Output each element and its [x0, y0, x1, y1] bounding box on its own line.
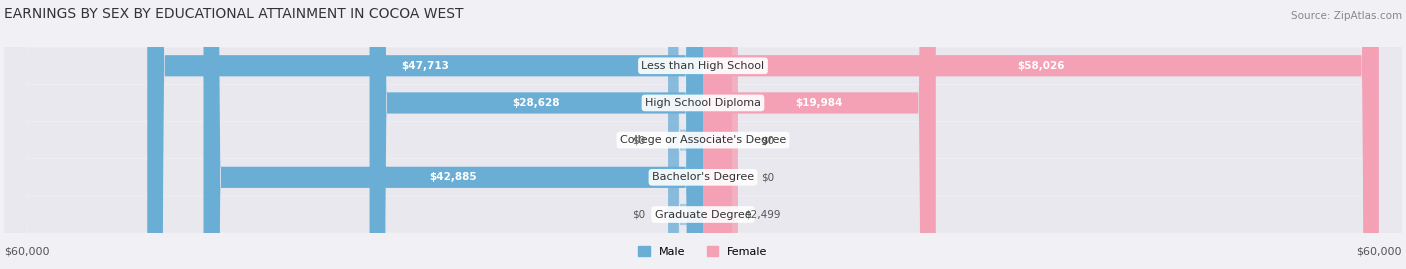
- Text: Less than High School: Less than High School: [641, 61, 765, 71]
- Text: $0: $0: [761, 172, 775, 182]
- FancyBboxPatch shape: [668, 0, 703, 269]
- FancyBboxPatch shape: [4, 0, 1402, 269]
- Legend: Male, Female: Male, Female: [634, 241, 772, 261]
- FancyBboxPatch shape: [4, 0, 1402, 269]
- FancyBboxPatch shape: [4, 0, 1402, 269]
- FancyBboxPatch shape: [370, 0, 703, 269]
- Text: Bachelor's Degree: Bachelor's Degree: [652, 172, 754, 182]
- FancyBboxPatch shape: [4, 0, 1402, 269]
- Text: $0: $0: [761, 135, 775, 145]
- Text: $60,000: $60,000: [4, 246, 49, 256]
- Text: $47,713: $47,713: [401, 61, 449, 71]
- FancyBboxPatch shape: [4, 0, 1402, 269]
- Text: EARNINGS BY SEX BY EDUCATIONAL ATTAINMENT IN COCOA WEST: EARNINGS BY SEX BY EDUCATIONAL ATTAINMEN…: [4, 7, 464, 21]
- Text: $58,026: $58,026: [1017, 61, 1064, 71]
- Text: $60,000: $60,000: [1357, 246, 1402, 256]
- Text: $28,628: $28,628: [513, 98, 560, 108]
- Text: $42,885: $42,885: [429, 172, 477, 182]
- FancyBboxPatch shape: [668, 0, 703, 269]
- FancyBboxPatch shape: [148, 0, 703, 269]
- FancyBboxPatch shape: [703, 0, 733, 269]
- Text: $19,984: $19,984: [796, 98, 844, 108]
- FancyBboxPatch shape: [703, 0, 1379, 269]
- Text: $0: $0: [631, 210, 645, 220]
- Text: College or Associate's Degree: College or Associate's Degree: [620, 135, 786, 145]
- Text: Graduate Degree: Graduate Degree: [655, 210, 751, 220]
- Text: $2,499: $2,499: [744, 210, 780, 220]
- Text: Source: ZipAtlas.com: Source: ZipAtlas.com: [1291, 11, 1402, 21]
- Text: $0: $0: [631, 135, 645, 145]
- FancyBboxPatch shape: [703, 0, 738, 269]
- Text: High School Diploma: High School Diploma: [645, 98, 761, 108]
- FancyBboxPatch shape: [703, 0, 738, 269]
- FancyBboxPatch shape: [204, 0, 703, 269]
- FancyBboxPatch shape: [703, 0, 936, 269]
